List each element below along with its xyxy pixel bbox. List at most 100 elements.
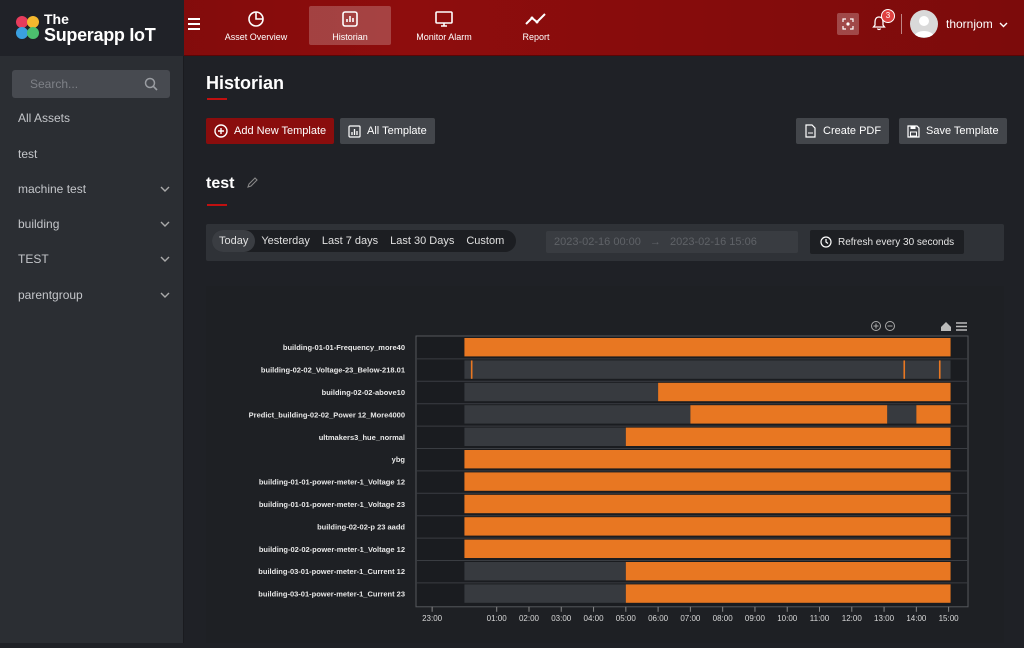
sidebar-item-machine-test[interactable]: machine test: [18, 182, 170, 196]
nav-historian[interactable]: Historian: [309, 6, 391, 45]
scan-icon: [842, 18, 854, 30]
series-label: building-03-01-power-meter-1_Current 12: [258, 567, 405, 576]
x-tick-label: 02:00: [519, 614, 540, 623]
timeline-segment: [470, 360, 473, 379]
range-last-7-days[interactable]: Last 7 days: [321, 235, 379, 247]
pie-chart-icon: [248, 10, 264, 27]
top-bar: The Superapp IoT Asset Overview Historia…: [0, 0, 1024, 56]
chevron-down-icon[interactable]: [160, 221, 170, 227]
pdf-file-icon: [805, 124, 816, 138]
range-custom[interactable]: Custom: [466, 235, 505, 247]
brand-mark-icon: [16, 16, 40, 40]
timeline-segment: [625, 584, 951, 603]
x-tick-label: 23:00: [422, 614, 443, 623]
x-tick-label: 07:00: [680, 614, 701, 623]
sidebar-item-all-assets[interactable]: All Assets: [18, 111, 71, 125]
add-template-button[interactable]: Add New Template: [206, 118, 335, 144]
x-tick-label: 11:00: [810, 614, 830, 623]
zoom-in-icon: [871, 321, 881, 331]
range-today[interactable]: Today: [212, 230, 256, 252]
timeline-segment: [464, 360, 951, 379]
brand-logo[interactable]: The Superapp IoT: [0, 0, 184, 56]
trend-line-icon: [525, 12, 546, 25]
timeline-chart: building-01-01-Frequency_more40 building-…: [249, 321, 969, 623]
chevron-down-icon[interactable]: [160, 186, 170, 192]
timeline-segment: [464, 405, 691, 424]
floppy-disk-icon: [907, 124, 920, 138]
divider: [901, 14, 902, 34]
nav-asset-overview[interactable]: Asset Overview: [218, 6, 294, 45]
sidebar-item-TEST[interactable]: TEST: [18, 252, 170, 266]
historian-chart: building-01-01-Frequency_more40 building-…: [206, 286, 1004, 643]
zoom-in-icon: [873, 323, 879, 329]
filter-bar: Today Yesterday Last 7 days Last 30 Days…: [206, 224, 1004, 261]
timeline-segment: [464, 472, 951, 491]
timeline-segment: [887, 405, 917, 424]
avatar[interactable]: [910, 10, 938, 38]
series-label: building-01-01-power-meter-1_Voltage 23: [259, 500, 405, 509]
monitor-icon: [435, 10, 453, 27]
edit-pencil-icon[interactable]: [247, 177, 258, 188]
timeline-segment: [938, 360, 941, 379]
series-label: building-01-01-power-meter-1_Voltage 12: [259, 478, 405, 487]
fullscreen-button[interactable]: [837, 13, 859, 35]
series-label: building-03-01-power-meter-1_Current 23: [258, 590, 405, 599]
x-tick-label: 13:00: [874, 614, 895, 623]
nav-label: Report: [522, 31, 550, 42]
series-label: Predict_building-02-02_Power 12_More4000: [249, 410, 405, 419]
sidebar-item-building[interactable]: building: [18, 217, 170, 231]
bar-chart-icon: [348, 124, 361, 138]
x-tick-label: 03:00: [551, 614, 572, 623]
series-label: building-02-02-power-meter-1_Voltage 12: [259, 545, 405, 554]
timeline-segment: [903, 360, 906, 379]
x-tick-label: 05:00: [616, 614, 637, 623]
search-icon[interactable]: [144, 77, 158, 91]
date-range-picker[interactable]: 2023-02-16 00:00 → 2023-02-16 15:06: [546, 231, 798, 253]
x-tick-label: 09:00: [745, 614, 766, 623]
timeline-segment: [464, 539, 951, 558]
bar-chart-icon: [342, 10, 358, 27]
title-underline: [207, 98, 227, 100]
zoom-out-icon: [885, 321, 895, 331]
x-tick-label: 12:00: [842, 614, 863, 623]
notification-badge: 3: [881, 9, 895, 23]
chevron-down-icon: [999, 22, 1008, 28]
all-template-button[interactable]: All Template: [340, 118, 435, 144]
timeline-segment: [464, 427, 626, 446]
sidebar-item-test[interactable]: test: [18, 147, 38, 161]
series-label: ultmakers3_hue_normal: [319, 433, 405, 442]
series-label: building-02-02_Voltage-23_Below-218.01: [261, 366, 405, 375]
series-label: ybg: [392, 455, 406, 464]
search-input[interactable]: [12, 70, 132, 98]
date-end: 2023-02-16 15:06: [669, 236, 757, 248]
timeline-segment: [625, 562, 951, 581]
timeline-segment: [464, 584, 626, 603]
chevron-down-icon[interactable]: [160, 256, 170, 262]
range-selector: Today Yesterday Last 7 days Last 30 Days…: [212, 230, 517, 252]
chevron-down-icon[interactable]: [160, 292, 170, 298]
timeline-segment: [658, 382, 951, 402]
timeline-segment: [464, 338, 951, 357]
sidebar-item-parentgroup[interactable]: parentgroup: [18, 288, 170, 302]
timeline-segment: [464, 382, 659, 402]
timeline-segment: [464, 494, 951, 514]
series-label: building-02-02-p 23 aadd: [317, 522, 405, 531]
range-last-30-days[interactable]: Last 30 Days: [390, 235, 455, 247]
x-tick-label: 14:00: [906, 614, 927, 623]
refresh-interval-button[interactable]: Refresh every 30 seconds: [810, 230, 965, 254]
save-template-button[interactable]: Save Template: [899, 118, 1007, 144]
nav-label: Asset Overview: [224, 31, 288, 42]
x-tick-label: 01:00: [487, 614, 508, 623]
x-tick-label: 04:00: [584, 614, 605, 623]
nav-report[interactable]: Report: [506, 6, 566, 45]
create-pdf-button[interactable]: Create PDF: [796, 118, 890, 144]
brand-line2: Superapp IoT: [44, 25, 156, 45]
x-tick-label: 10:00: [777, 614, 798, 623]
nav-monitor-alarm[interactable]: Monitor Alarm: [408, 6, 480, 45]
user-menu[interactable]: thornjom: [946, 17, 1008, 31]
menu-toggle-icon[interactable]: [188, 18, 202, 32]
range-yesterday[interactable]: Yesterday: [261, 235, 310, 247]
series-label: building-02-02-above10: [322, 388, 405, 397]
page-title: Historian: [206, 73, 285, 93]
search-box: [12, 70, 170, 98]
